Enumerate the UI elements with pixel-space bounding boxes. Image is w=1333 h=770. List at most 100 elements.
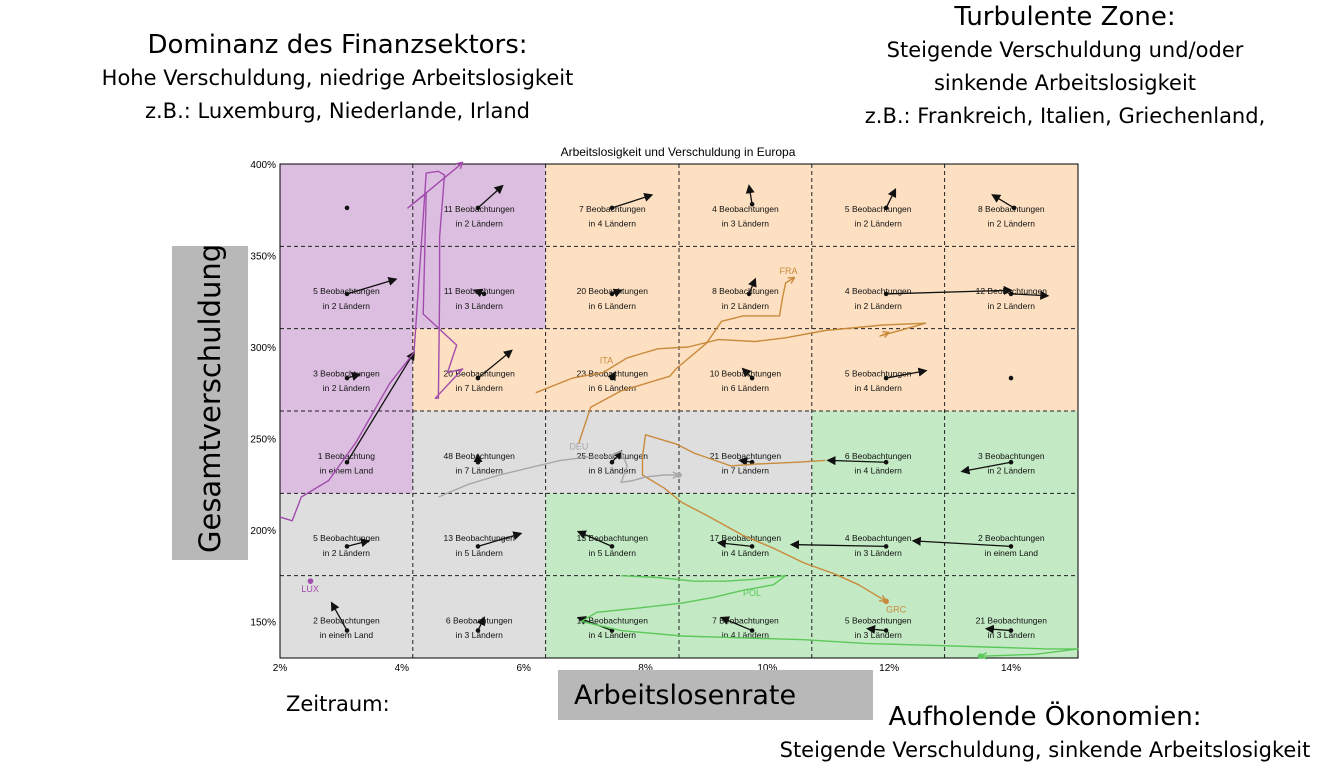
series-line-lux — [279, 161, 464, 522]
series-label-pol: POL — [743, 588, 761, 598]
zone-cell-green — [944, 411, 1078, 494]
cell-country-label: in 4 Ländern — [722, 630, 770, 640]
series-label-deu: DEU — [569, 441, 588, 451]
zone-label-aufholende: Aufholende Ökonomien: Steigende Verschul… — [760, 700, 1330, 767]
cell-movement-arrow — [789, 540, 887, 550]
x-tick-label: 6% — [516, 663, 531, 674]
cell-country-label: in 2 Ländern — [323, 548, 371, 558]
cell-country-label: in 3 Ländern — [456, 301, 504, 311]
zone-line: Hohe Verschuldung, niedrige Arbeitslosig… — [101, 66, 574, 90]
plot-frame — [279, 163, 1079, 659]
zone-label-finanzsektor: Dominanz des Finanzsektors: Hohe Verschu… — [60, 28, 615, 128]
cell-movement-arrow — [885, 187, 897, 209]
x-tick-label: 8% — [638, 663, 653, 674]
cell-count-label: 7 Beobachtungen — [712, 615, 779, 625]
zone-cell-purple — [412, 164, 546, 247]
cell-country-label: in 8 Ländern — [589, 466, 637, 476]
cell-count-label: 21 Beobachtungen — [976, 615, 1048, 625]
series-label-lux: LUX — [301, 584, 319, 594]
cell-country-label: in 7 Ländern — [722, 466, 770, 476]
x-axis-label: Arbeitslosenrate — [574, 680, 797, 711]
cell-start-dot — [1008, 375, 1014, 381]
cell-country-label: in 2 Ländern — [323, 383, 371, 393]
cell-start-dot — [344, 291, 350, 297]
series-line-pol — [580, 575, 1079, 657]
cell-country-label: in 2 Ländern — [988, 301, 1036, 311]
cell-country-label: in einem Land — [985, 548, 1039, 558]
zone-cell-gray — [679, 411, 812, 494]
zone-cell-green — [811, 493, 945, 576]
cell-movement-arrow — [911, 536, 1012, 548]
zone-line: z.B.: Luxemburg, Niederlande, Irland — [144, 99, 531, 123]
cell-movement-arrow — [826, 456, 887, 466]
series-marker-lux — [307, 578, 314, 584]
zone-cell-orange — [545, 164, 679, 247]
cell-count-label: 4 Beobachtungen — [712, 204, 779, 214]
cell-country-label: in 3 Ländern — [855, 630, 903, 640]
cell-movement-arrow — [991, 194, 1015, 209]
y-tick-label: 250% — [250, 434, 276, 445]
zone-cell-purple — [280, 246, 413, 329]
cell-movement-arrow — [866, 624, 887, 634]
cell-count-label: 2 Beobachtungen — [313, 615, 380, 625]
x-tick-label: 14% — [1001, 663, 1021, 674]
cell-country-label: in 2 Ländern — [855, 219, 903, 229]
cell-count-label: 16 Beobachtungen — [577, 615, 649, 625]
cell-movement-arrow — [346, 538, 371, 548]
series-arrowhead-fra — [787, 276, 796, 284]
cell-count-label: 8 Beobachtungen — [712, 286, 779, 296]
zone-cell-orange — [944, 164, 1078, 247]
cell-count-label: 20 Beobachtungen — [444, 368, 516, 378]
cell-country-label: in 3 Ländern — [988, 630, 1036, 640]
cell-count-label: 10 Beobachtungen — [710, 368, 782, 378]
y-tick-label: 150% — [250, 617, 276, 628]
zone-cell-gray — [280, 493, 413, 576]
zone-line: Steigende Verschuldung, sinkende Arbeits… — [779, 738, 1311, 762]
y-tick-label: 200% — [250, 526, 276, 537]
cell-movement-arrow — [346, 350, 415, 463]
zone-cell-purple — [280, 164, 413, 247]
cell-country-label: in 3 Ländern — [722, 219, 770, 229]
zone-cell-green — [944, 493, 1078, 576]
cell-movement-arrow — [477, 184, 504, 209]
zone-cell-green — [679, 493, 812, 576]
cell-country-label: in 4 Ländern — [722, 548, 770, 558]
series-line-grc — [641, 434, 887, 602]
series-line-deu — [438, 450, 679, 498]
zone-title: Turbulente Zone: — [954, 2, 1176, 32]
cell-movement-arrow — [738, 456, 753, 466]
zone-title: Dominanz des Finanzsektors: — [147, 30, 528, 60]
cell-movement-arrow — [476, 616, 486, 631]
cell-start-dot — [883, 375, 889, 381]
zone-cell-green — [811, 411, 945, 494]
cell-count-label: 3 Beobachtungen — [978, 451, 1045, 461]
axis-ticks: 2% 4% 6% 8% 10% 12% 14% 150% 200% 250% 300% 350% 400… — [250, 160, 1021, 674]
cell-country-label: in 6 Ländern — [589, 301, 637, 311]
zone-cell-green — [944, 575, 1078, 658]
zone-cell-purple — [412, 246, 546, 329]
cell-movement-arrow — [576, 530, 613, 547]
cell-country-label: in 2 Ländern — [988, 219, 1036, 229]
zone-line: sinkende Arbeitslosigkeit — [933, 71, 1197, 95]
cell-count-label: 11 Beobachtungen — [444, 286, 515, 296]
cell-count-label: 21 Beobachtungen — [710, 451, 782, 461]
cell-country-label: in 3 Ländern — [855, 548, 903, 558]
zone-cell-gray — [412, 493, 546, 576]
series-line-ita — [535, 322, 927, 394]
cell-movement-arrow — [1010, 290, 1050, 300]
cell-country-label: in 2 Ländern — [855, 301, 903, 311]
cell-movement-arrow — [473, 288, 485, 298]
cell-country-label: in 2 Ländern — [722, 301, 770, 311]
cell-country-label: in 4 Ländern — [855, 466, 903, 476]
cell-start-dot — [883, 459, 889, 465]
cell-country-label: in 5 Ländern — [456, 548, 504, 558]
series-line-fra — [577, 276, 796, 445]
cell-country-label: in 3 Ländern — [456, 630, 504, 640]
zone-cell-orange — [944, 328, 1078, 411]
cell-movement-arrow — [611, 193, 654, 209]
x-axis-label-box — [558, 670, 873, 720]
zone-title: Aufholende Ökonomien: — [888, 702, 1202, 732]
cell-start-dot — [883, 291, 889, 297]
zone-cell-purple — [280, 328, 413, 411]
